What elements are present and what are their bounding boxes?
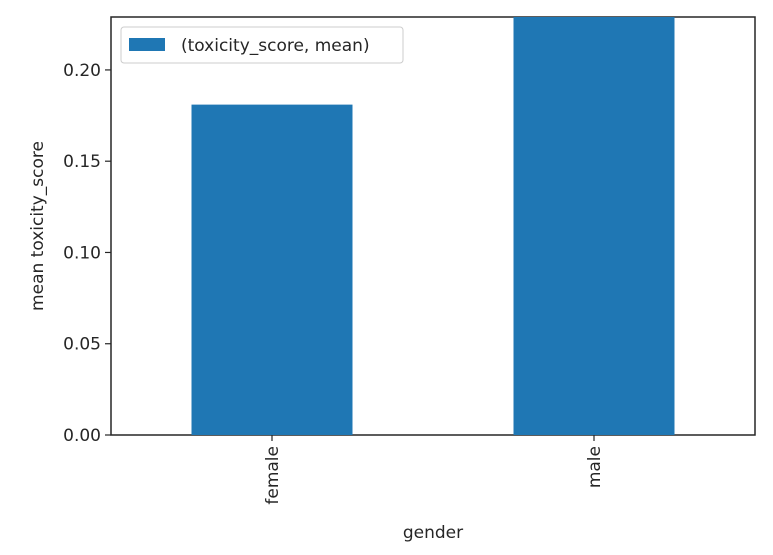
y-axis-label: mean toxicity_score (28, 141, 48, 311)
bars-group (191, 17, 675, 435)
bar-male (513, 17, 675, 435)
y-axis-ticks: 0.00 0.05 0.10 0.15 0.20 (63, 61, 111, 446)
plot-frame (110, 16, 756, 436)
legend-box (120, 26, 404, 64)
y-tick-label: 0.10 (63, 243, 101, 263)
legend: (toxicity_score, mean) (120, 26, 404, 64)
y-tick-label: 0.20 (63, 61, 101, 81)
y-tick-label: 0.15 (63, 152, 101, 172)
y-tick-label: 0.05 (63, 335, 101, 355)
x-tick-label-female: female (263, 446, 283, 505)
x-axis-ticks: female male (263, 435, 605, 505)
x-tick-label-male: male (585, 446, 605, 488)
y-tick-label: 0.00 (63, 426, 101, 446)
legend-label: (toxicity_score, mean) (181, 36, 370, 56)
plot-area: 0.00 0.05 0.10 0.15 0.20 female male (63, 16, 756, 505)
bar-female (191, 104, 353, 435)
legend-swatch (129, 38, 165, 51)
x-axis-label: gender (403, 523, 463, 543)
